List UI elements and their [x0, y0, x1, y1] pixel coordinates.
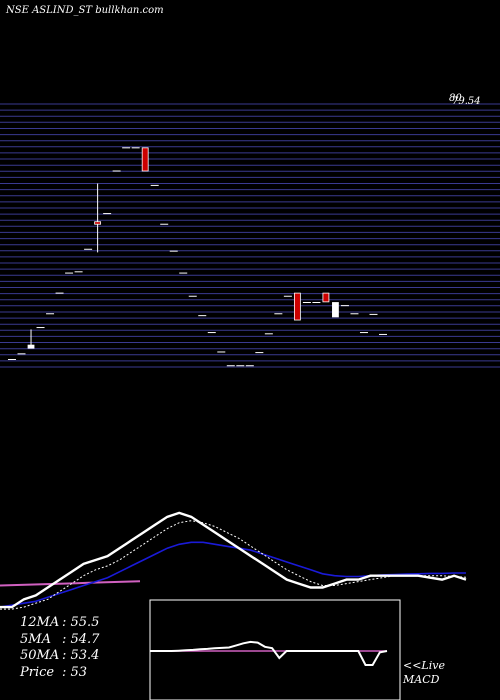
price-row: Price : 53	[20, 665, 160, 682]
candles	[8, 147, 387, 367]
macd-label: <<Live MACD	[403, 659, 445, 687]
candle	[322, 292, 330, 303]
ma-short-line	[0, 520, 467, 610]
candle	[141, 147, 149, 172]
candle-body	[322, 292, 330, 303]
candle-body	[27, 344, 35, 349]
price-label: Price	[20, 664, 55, 680]
moving-average-panel	[0, 511, 467, 610]
ma5-value: : 54.7	[62, 631, 100, 647]
ma12-label: 12MA	[20, 615, 60, 630]
candle-body	[94, 221, 102, 225]
price-axis-top-value: 79.54	[452, 96, 481, 107]
candle	[293, 292, 301, 321]
ma-long-line	[0, 580, 141, 587]
candle-body	[293, 292, 301, 321]
macd-label-name: MACD	[403, 673, 440, 686]
indicator-summary: 12MA : 55.5 5MA : 54.7 50MA : 53.4 Price…	[20, 615, 160, 681]
ma12-row: 12MA : 55.5	[20, 615, 160, 632]
candle	[27, 329, 35, 349]
chart-title: NSE ASLIND_ST bullkhan.com	[6, 5, 164, 16]
ma50-label: 50MA	[20, 648, 60, 663]
price-value: : 53	[62, 664, 88, 680]
candle	[94, 183, 102, 253]
ma5-row: 5MA : 54.7	[20, 632, 160, 649]
price-axis-top-label: 80	[449, 93, 462, 104]
macd-label-live: <<Live	[403, 659, 445, 672]
price-line	[0, 511, 467, 609]
macd-panel	[149, 599, 401, 700]
price-grid	[0, 103, 500, 368]
candle	[332, 302, 339, 318]
price-axis-labels: 80 79.54	[449, 93, 481, 107]
candle-body	[141, 147, 149, 172]
macd-line	[150, 640, 388, 666]
ma50-row: 50MA : 53.4	[20, 648, 160, 665]
ma5-label: 5MA	[20, 631, 51, 647]
ma12-value: : 55.5	[62, 615, 100, 630]
ma50-value: : 53.4	[62, 648, 100, 663]
candle-body	[332, 302, 339, 318]
